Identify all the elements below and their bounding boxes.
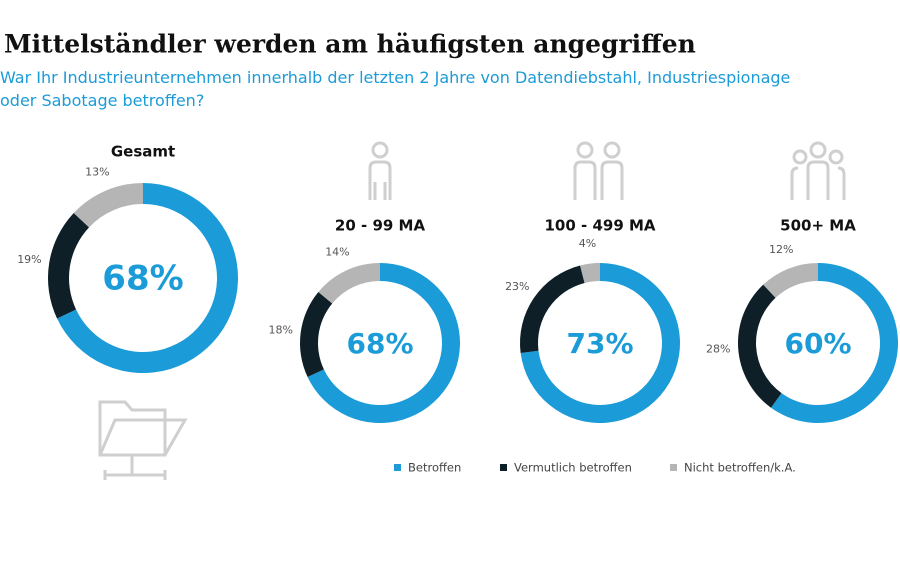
donut-title: 500+ MA <box>780 217 856 235</box>
icon-two-persons <box>573 141 624 200</box>
donut-segment <box>580 263 600 283</box>
subtitle-box: War Ihr Industrieunternehmen innerhalb d… <box>0 68 791 110</box>
center-label: 60% <box>784 327 851 360</box>
legend-swatch <box>500 464 507 471</box>
legend-label: Betroffen <box>408 461 461 475</box>
center-label: 73% <box>566 327 633 360</box>
segment-label: 19% <box>17 253 41 266</box>
legend-label: Vermutlich betroffen <box>514 461 632 475</box>
donut-segment <box>73 183 143 228</box>
segment-label: 4% <box>579 237 596 250</box>
legend-swatch <box>670 464 677 471</box>
icon-person <box>368 141 392 200</box>
donut-segment <box>47 212 90 319</box>
donut-segment <box>763 263 818 298</box>
center-label: 68% <box>102 259 183 299</box>
chart-title: Mittelständler werden am häufigsten ange… <box>4 30 696 59</box>
donut-segment <box>737 284 782 408</box>
segment-label: 23% <box>505 280 529 293</box>
donut-title: 100 - 499 MA <box>544 217 655 235</box>
icon-folder <box>98 400 188 480</box>
segment-label: 14% <box>325 246 349 259</box>
segment-label: 18% <box>269 323 293 336</box>
legend-label: Nicht betroffen/k.A. <box>684 461 796 475</box>
donut-segment <box>318 263 380 304</box>
chart-subtitle: War Ihr Industrieunternehmen innerhalb d… <box>0 68 791 110</box>
donut-segment <box>300 292 333 378</box>
donut-title: Gesamt <box>111 143 175 161</box>
icon-group <box>790 141 846 200</box>
legend-swatch <box>394 464 401 471</box>
segment-label: 12% <box>769 243 793 256</box>
center-label: 68% <box>346 327 413 360</box>
donut-segment <box>770 263 899 423</box>
segment-label: 28% <box>706 342 730 355</box>
donut-segment <box>520 265 585 354</box>
donut-title: 20 - 99 MA <box>335 217 426 235</box>
segment-label: 13% <box>85 165 109 178</box>
